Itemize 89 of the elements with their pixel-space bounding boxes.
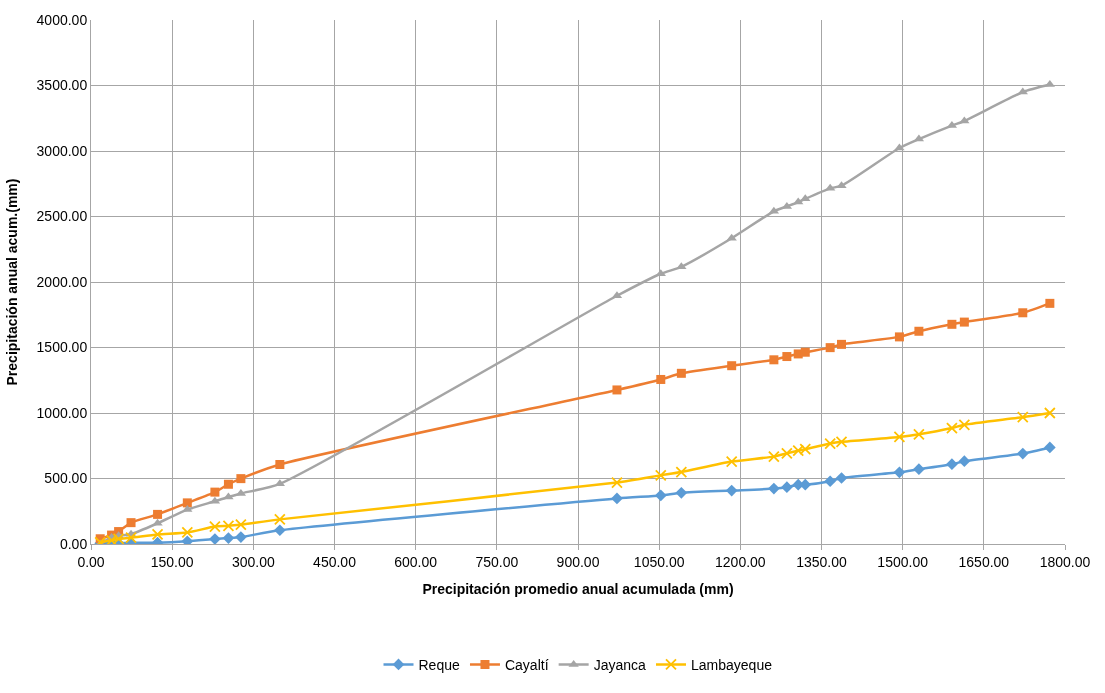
point	[209, 533, 221, 544]
point	[153, 509, 163, 519]
x-tick-label: 1650.00	[958, 553, 1010, 570]
point	[223, 479, 233, 489]
point	[946, 458, 958, 471]
point	[126, 518, 136, 528]
point	[1044, 441, 1056, 454]
point	[893, 466, 906, 479]
point	[800, 347, 810, 357]
point	[676, 368, 686, 378]
x-tick-label: 1500.00	[877, 553, 929, 570]
legend-label: Lambayeque	[691, 656, 773, 673]
y-axis-title: Precipitación anual acum.(mm)	[4, 178, 21, 386]
y-tick-label: 1500.00	[36, 339, 88, 356]
y-tick-label: 1000.00	[36, 404, 88, 421]
point	[675, 466, 688, 478]
x-tick-label: 750.00	[475, 553, 519, 570]
point	[959, 317, 969, 327]
point	[914, 326, 924, 336]
x-axis-title: Precipitación promedio anual acumulada (mm)	[422, 581, 734, 598]
point	[611, 476, 623, 489]
point	[235, 531, 247, 543]
point	[152, 518, 163, 526]
y-tick-label: 0.00	[59, 535, 88, 552]
point	[182, 498, 192, 508]
point	[913, 463, 925, 476]
y-tick-label: 3500.00	[36, 77, 88, 94]
point	[958, 418, 971, 431]
point	[210, 487, 220, 497]
point	[769, 355, 779, 365]
x-tick-label: 900.00	[556, 553, 600, 570]
y-tick-label: 3000.00	[36, 142, 88, 159]
point	[893, 431, 906, 443]
point	[782, 352, 792, 362]
point	[825, 343, 835, 353]
point	[768, 482, 780, 495]
point	[1016, 447, 1029, 460]
point	[959, 116, 970, 124]
point	[725, 484, 738, 497]
point	[800, 194, 811, 202]
point	[913, 428, 925, 441]
x-tick-label: 600.00	[394, 553, 438, 570]
point	[1017, 87, 1028, 95]
point	[781, 481, 793, 493]
point	[824, 475, 837, 488]
point	[275, 459, 285, 469]
point	[223, 492, 234, 500]
x-tick-label: 450.00	[313, 553, 357, 570]
point	[612, 385, 622, 395]
point	[656, 374, 666, 384]
point	[725, 455, 738, 468]
legend-label: Jayanca	[593, 656, 647, 673]
point	[222, 532, 235, 544]
point	[181, 526, 194, 539]
x-tick-label: 1200.00	[715, 553, 766, 570]
point	[1043, 407, 1056, 419]
x-tick-label: 1050.00	[633, 553, 685, 570]
point	[946, 422, 958, 434]
point	[611, 492, 623, 505]
point	[767, 450, 780, 463]
x-tick-label: 150.00	[150, 553, 194, 570]
x-tick-label: 1350.00	[796, 553, 848, 570]
point	[958, 455, 971, 468]
point	[1018, 308, 1028, 318]
point	[726, 233, 737, 241]
x-tick-label: 300.00	[231, 553, 275, 570]
point	[654, 489, 667, 502]
point	[151, 528, 164, 541]
legend-label: Cayaltí	[504, 656, 549, 673]
y-tick-label: 2000.00	[36, 273, 88, 290]
y-tick-label: 2500.00	[36, 208, 88, 225]
point	[727, 361, 737, 371]
y-tick-label: 4000.00	[36, 11, 88, 28]
point	[1045, 298, 1055, 308]
point	[675, 486, 688, 499]
point	[835, 472, 848, 484]
x-tick-label: 0.00	[77, 553, 105, 570]
point	[837, 339, 847, 349]
point	[654, 469, 667, 482]
point	[676, 262, 687, 270]
y-tick-label: 500.00	[44, 470, 88, 487]
point	[273, 513, 286, 526]
point	[236, 474, 246, 484]
point	[947, 319, 957, 329]
point	[894, 332, 904, 342]
legend-label: Reque	[418, 656, 460, 673]
point	[1016, 411, 1029, 424]
point	[274, 524, 286, 537]
x-tick-label: 1800.00	[1039, 553, 1091, 570]
